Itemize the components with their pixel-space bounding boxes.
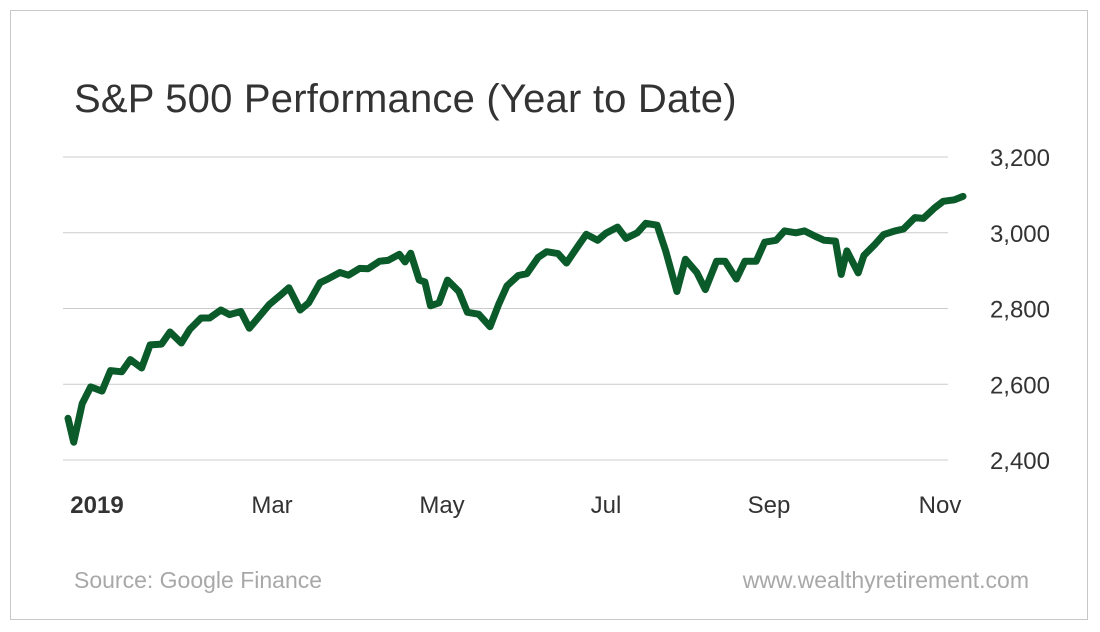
x-tick-label: Sep [748, 492, 791, 519]
chart-card: S&P 500 Performance (Year to Date) Sourc… [10, 10, 1088, 620]
x-tick-label: 2019 [70, 492, 123, 519]
x-tick-label: Mar [251, 492, 292, 519]
x-tick-label: Nov [919, 492, 962, 519]
website-label: www.wealthyretirement.com [742, 567, 1029, 593]
series-line [64, 192, 967, 446]
y-tick-label: 2,800 [990, 297, 1050, 324]
y-tick-label: 3,200 [990, 145, 1050, 172]
x-tick-label: Jul [591, 492, 622, 519]
y-tick-label: 3,000 [990, 221, 1050, 248]
chart-title: S&P 500 Performance (Year to Date) [74, 77, 737, 121]
y-tick-label: 2,600 [990, 372, 1050, 399]
y-tick-label: 2,400 [990, 448, 1050, 475]
x-tick-label: May [419, 492, 464, 519]
source-label: Source: Google Finance [74, 567, 323, 593]
